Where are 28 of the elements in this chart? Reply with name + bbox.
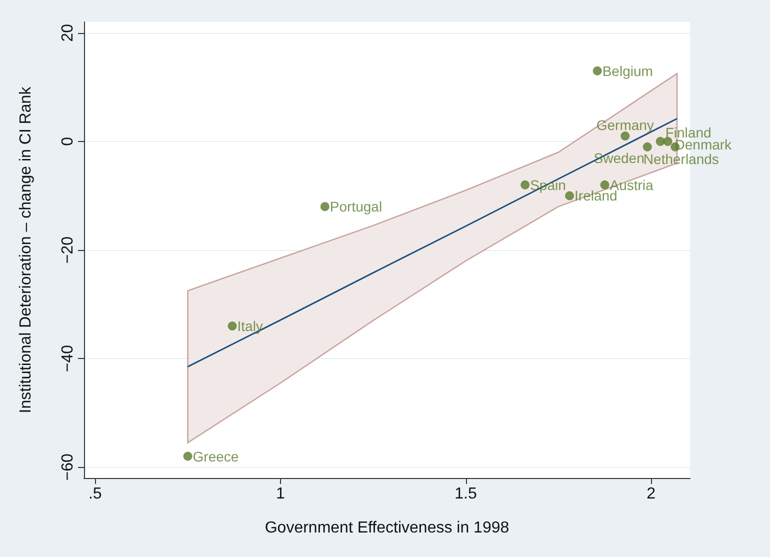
y-axis-title: Institutional Deterioration – change in CI Rank — [18, 86, 34, 414]
annotation: Austria — [610, 176, 654, 193]
annotation: Netherlands — [643, 150, 719, 167]
x-tick-label: 1.5 — [454, 486, 477, 502]
annotation: Greece — [192, 448, 239, 464]
y-tick-label: −20 — [60, 236, 76, 264]
point — [642, 142, 652, 152]
y-tick-label: 20 — [60, 24, 76, 42]
y-tick-label: 0 — [60, 136, 76, 146]
point — [663, 136, 672, 146]
annotation: Germany — [596, 117, 654, 133]
y-tick-label: −40 — [60, 344, 76, 372]
point — [656, 136, 665, 146]
x-axis-title: Government Effectiveness in 1998 — [264, 520, 510, 536]
y-tick-label: −60 — [60, 453, 76, 481]
point — [183, 452, 192, 461]
point — [600, 180, 610, 190]
point — [565, 191, 574, 200]
point — [592, 66, 602, 76]
point — [320, 202, 330, 212]
point — [228, 322, 237, 330]
x-tick-label: 1 — [276, 486, 285, 502]
annotation: Italy — [237, 318, 263, 334]
annotation: Portugal — [330, 198, 382, 215]
point — [520, 180, 530, 190]
annotation: Belgium — [602, 62, 653, 79]
x-tick-label: .5 — [88, 486, 102, 502]
x-tick-label: 2 — [646, 486, 656, 502]
